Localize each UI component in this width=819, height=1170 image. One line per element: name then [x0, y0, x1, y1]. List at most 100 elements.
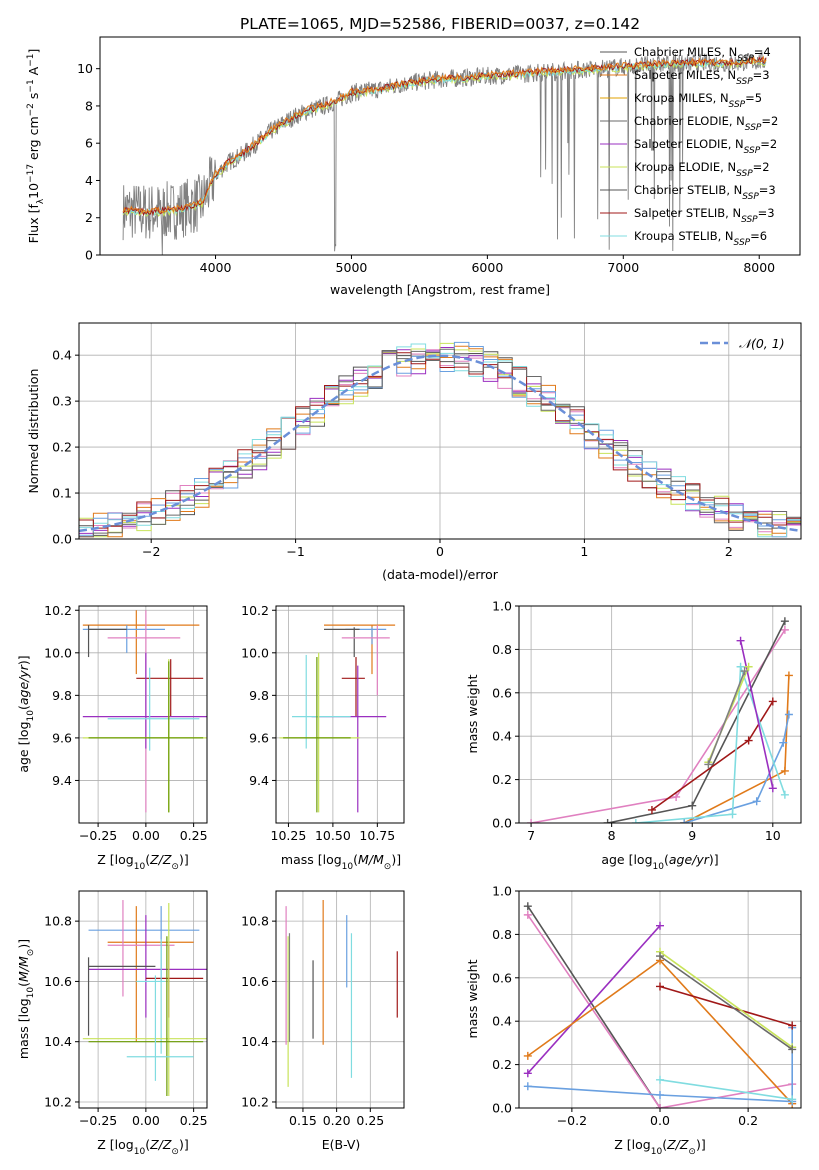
x-tick-label: 2 — [725, 544, 733, 559]
weight-marker — [780, 617, 789, 626]
x-tick-label: 0.15 — [289, 1113, 317, 1128]
y-tick-label: 9.4 — [52, 773, 72, 788]
y-axis-label: Normed distribution — [26, 369, 41, 494]
y-tick-label: 8 — [85, 98, 93, 113]
x-tick-label: 10 — [765, 828, 781, 843]
x-tick-label: 10.50 — [315, 828, 351, 843]
legend-entry: Kroupa MILES, NSSP=5 — [634, 91, 762, 110]
x-tick-label: 0.25 — [180, 1113, 208, 1128]
y-axis-label: mass weight — [465, 674, 480, 753]
axes-frame — [99, 36, 801, 256]
y-tick-label: 9.6 — [249, 730, 269, 745]
weight-marker — [704, 760, 713, 769]
legend: Chabrier MILES, NSSP=4 Salpeter MILES, NS… — [600, 45, 778, 248]
y-tick-label: 0.8 — [492, 642, 512, 657]
axes-frame — [78, 605, 208, 824]
weight-marker — [788, 1045, 797, 1054]
axes-z_age: −0.25 0.00 0.25 9.4 9.6 9.8 10.0 10.2 Z [log10(Z… — [16, 603, 208, 872]
plot-area — [279, 624, 396, 813]
weight-marker — [656, 952, 664, 961]
x-tick-label: 0.2 — [738, 1113, 758, 1128]
x-tick-label: −1 — [286, 544, 304, 559]
y-tick-label: 1.0 — [492, 884, 512, 899]
y-axis-label: mass weight — [465, 959, 480, 1038]
weight-line — [739, 640, 774, 789]
y-tick-label: 0.4 — [492, 1014, 512, 1029]
legend-entry: 𝒩(0, 1) — [739, 336, 785, 351]
y-tick-label: 10.2 — [241, 603, 269, 618]
x-axis-label: E(B-V) — [322, 1137, 361, 1152]
x-axis-label: Z [log10(Z/Z⊙)] — [614, 1137, 705, 1157]
weight-marker — [656, 921, 664, 930]
figure-title: PLATE=1065, MJD=52586, FIBERID=0037, z=0… — [240, 15, 640, 33]
axes-z_mass: −0.25 0.00 0.25 10.2 10.4 10.6 10.8 Z [log10(Z/… — [16, 890, 208, 1157]
x-tick-label: −2 — [142, 544, 160, 559]
weight-line — [659, 1079, 793, 1101]
weight-marker — [752, 797, 761, 806]
x-axis-label: wavelength [Angstrom, rest frame] — [330, 282, 550, 297]
y-axis-label: mass [log10(M/M⊙)] — [16, 939, 36, 1059]
weight-marker — [784, 710, 793, 719]
axes-ebv_mass: 0.15 0.20 0.25 10.2 10.4 10.6 10.8 E(B-V) — [241, 890, 405, 1152]
y-tick-label: 0.0 — [492, 816, 512, 831]
y-tick-label: 0.6 — [492, 685, 512, 700]
weight-marker — [788, 1021, 797, 1030]
weight-marker — [768, 697, 777, 706]
y-tick-label: 10 — [77, 61, 93, 76]
y-tick-label: 10.8 — [241, 914, 269, 929]
plot-area — [82, 610, 207, 813]
weight-line — [527, 1027, 793, 1103]
axes-residuals: −2 −1 0 1 2 0.0 0.1 0.2 0.3 0.4 (data-model)/error… — [26, 322, 802, 582]
weight-marker — [523, 1069, 532, 1078]
plot-area — [285, 900, 398, 1087]
weight-marker — [603, 819, 612, 823]
legend-entry: Salpeter STELIB, NSSP=3 — [634, 206, 775, 225]
weight-marker — [736, 662, 745, 671]
x-tick-label: 0.25 — [356, 1113, 384, 1128]
legend-entry: Chabrier MILES, NSSP=4 — [634, 45, 771, 64]
x-tick-label: 7 — [527, 828, 535, 843]
y-tick-label: 9.8 — [52, 688, 72, 703]
weight-marker — [523, 902, 532, 911]
y-tick-label: 0.8 — [492, 927, 512, 942]
axes-spectrum: 4000 5000 6000 7000 8000 0 2 4 6 8 10 wavelength [A… — [26, 36, 801, 297]
weight-marker — [780, 766, 789, 775]
weight-marker — [688, 801, 697, 810]
y-tick-label: 10.2 — [44, 603, 72, 618]
x-tick-label: 0.0 — [650, 1113, 670, 1128]
weight-marker — [736, 636, 745, 645]
axes-weights_z: −0.2 0.0 0.2 0.0 0.2 0.4 0.6 0.8 1.0 Z [log10(Z/Z… — [465, 884, 802, 1157]
x-tick-label: 0.20 — [323, 1113, 351, 1128]
plot-area — [527, 617, 793, 823]
x-tick-label: 0.00 — [132, 1113, 160, 1128]
y-tick-label: 0.2 — [52, 440, 72, 455]
y-tick-label: 0.2 — [492, 772, 512, 787]
weight-marker — [527, 819, 536, 823]
x-tick-label: −0.25 — [79, 828, 117, 843]
y-tick-label: 2 — [85, 210, 93, 225]
legend-entry: Chabrier ELODIE, NSSP=2 — [634, 114, 778, 133]
weight-line — [707, 670, 746, 765]
weight-line — [659, 985, 793, 1027]
model-spectrum-line — [122, 55, 767, 215]
plot-area — [523, 902, 797, 1108]
weight-line — [527, 905, 661, 1108]
x-tick-label: 5000 — [336, 260, 368, 275]
y-tick-label: 10.4 — [241, 1034, 269, 1049]
weight-marker — [728, 810, 737, 819]
y-tick-label: 0.4 — [492, 729, 512, 744]
x-axis-label: mass [log10(M/M⊙)] — [281, 852, 401, 872]
x-tick-label: 10.25 — [271, 828, 307, 843]
plot-area — [79, 341, 801, 538]
weight-marker — [780, 790, 789, 799]
y-tick-label: 9.6 — [52, 730, 72, 745]
normal-curve — [79, 354, 801, 533]
legend-entry: Salpeter MILES, NSSP=3 — [634, 68, 770, 87]
weight-marker — [656, 1104, 664, 1108]
weight-line — [635, 666, 786, 823]
axes-frame — [275, 605, 405, 824]
y-tick-label: 9.8 — [249, 688, 269, 703]
y-tick-label: 6 — [85, 136, 93, 151]
legend-entry: Salpeter ELODIE, NSSP=2 — [634, 137, 777, 156]
weight-marker — [647, 805, 656, 814]
